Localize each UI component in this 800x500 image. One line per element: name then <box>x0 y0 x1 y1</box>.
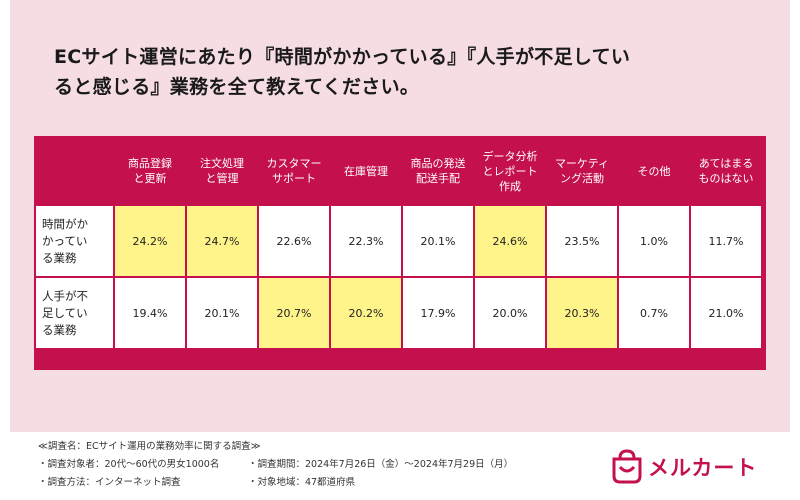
value-cell: 19.4% <box>115 278 185 348</box>
shopping-bag-logo-icon <box>612 449 642 484</box>
table-row: 時間がか かってい る業務 24.2% 24.7% 22.6% 22.3% 20.1% 24… <box>36 206 761 276</box>
value-cell: 1.0% <box>619 206 689 276</box>
survey-name: ≪調査名：ECサイト運用の業務効率に関する調査≫ <box>38 441 261 452</box>
highlighted-value-cell: 20.7% <box>259 278 329 348</box>
value-cell: 11.7% <box>691 206 761 276</box>
survey-period: ・調査期間：2024年7月26日（金）〜2024年7月29日（月） <box>248 459 514 470</box>
value-cell: 21.0% <box>691 278 761 348</box>
value-cell: 22.3% <box>331 206 401 276</box>
header-row: 商品登録 と更新 注文処理 と管理 カスタマー サポート 在庫管理 商品の発送 配送手配… <box>36 138 761 204</box>
column-header: その他 <box>637 164 671 178</box>
value-cell: 23.5% <box>547 206 617 276</box>
title-line-1: ECサイト運営にあたり『時間がかかっている』『人手が不足してい <box>54 46 631 68</box>
survey-method: ・調査方法：インターネット調査 <box>38 477 181 488</box>
value-cell: 17.9% <box>403 278 473 348</box>
column-header: 商品登録 と更新 <box>128 157 172 185</box>
value-cell: 0.7% <box>619 278 689 348</box>
title-line-2: ると感じる』業務を全て教えてください。 <box>54 76 420 98</box>
highlighted-value-cell: 20.2% <box>331 278 401 348</box>
highlighted-value-cell: 20.3% <box>547 278 617 348</box>
survey-table: 商品登録 と更新 注文処理 と管理 カスタマー サポート 在庫管理 商品の発送 配送手配… <box>34 136 766 370</box>
highlighted-value-cell: 24.7% <box>187 206 257 276</box>
column-header: マーケティ ング活動 <box>554 157 610 185</box>
value-cell: 22.6% <box>259 206 329 276</box>
column-header: カスタマー サポート <box>266 157 322 185</box>
column-header: 在庫管理 <box>344 164 388 178</box>
survey-target: ・調査対象者：20代〜60代の男女1000名 <box>38 459 220 470</box>
value-cell: 20.1% <box>403 206 473 276</box>
column-header: 注文処理 と管理 <box>200 157 244 185</box>
logo-text: メルカート <box>648 456 758 480</box>
table-corner <box>36 138 113 204</box>
question-title: ECサイト運営にあたり『時間がかかっている』『人手が不足してい ると感じる』業務… <box>54 42 754 102</box>
mercart-logo: メルカート <box>610 448 770 484</box>
row-header: 時間がか かってい る業務 <box>36 206 113 276</box>
column-header: 商品の発送 配送手配 <box>410 157 466 185</box>
survey-region: ・対象地域：47都道府県 <box>248 477 356 488</box>
column-header: あてはまる ものはない <box>698 157 754 185</box>
results-table: 商品登録 と更新 注文処理 と管理 カスタマー サポート 在庫管理 商品の発送 配送手配… <box>34 136 763 350</box>
row-header: 人手が不 足してい る業務 <box>36 278 113 348</box>
column-header: データ分析 とレポート 作成 <box>482 149 538 193</box>
highlighted-value-cell: 24.2% <box>115 206 185 276</box>
table-row: 人手が不 足してい る業務 19.4% 20.1% 20.7% 20.2% 17.9% 20… <box>36 278 761 348</box>
value-cell: 20.1% <box>187 278 257 348</box>
value-cell: 20.0% <box>475 278 545 348</box>
footer: ≪調査名：ECサイト運用の業務効率に関する調査≫ ・調査対象者：20代〜60代の… <box>0 432 800 500</box>
highlighted-value-cell: 24.6% <box>475 206 545 276</box>
